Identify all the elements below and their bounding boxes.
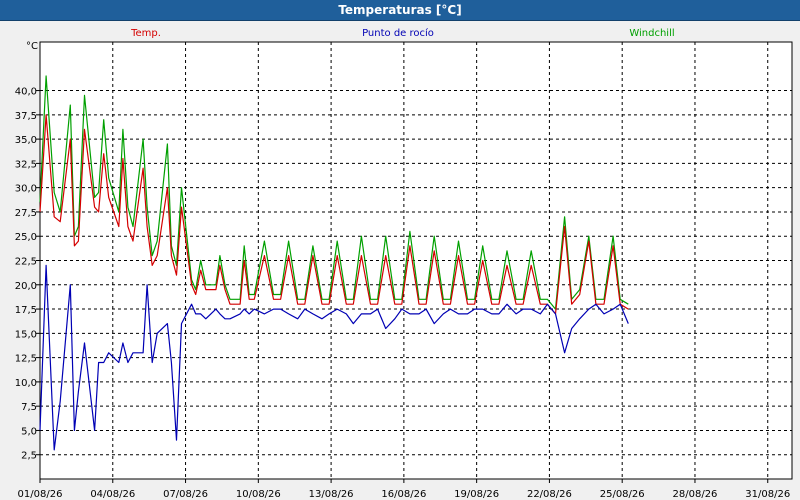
legend-entry: Punto de rocío bbox=[362, 27, 434, 39]
y-tick-label: 25,0 bbox=[15, 232, 37, 243]
x-tick-label: 31/08/26 bbox=[745, 489, 790, 500]
plot-area bbox=[39, 41, 793, 480]
series-line-temp- bbox=[39, 114, 629, 315]
series-line-punto-de-roc-o bbox=[39, 264, 629, 451]
y-tick-label: 20,0 bbox=[15, 281, 37, 292]
y-axis-unit-label: °C bbox=[26, 41, 38, 52]
x-tick-label: 16/08/26 bbox=[381, 489, 426, 500]
legend: Temp. Punto de rocío Windchill bbox=[130, 27, 675, 39]
y-tick-label: 7,5 bbox=[21, 402, 37, 413]
legend-entry: Windchill bbox=[629, 28, 674, 39]
x-tick-label: 01/08/26 bbox=[18, 489, 63, 500]
x-tick-label: 19/08/26 bbox=[454, 489, 499, 500]
y-tick-label: 12,5 bbox=[15, 354, 37, 365]
y-tick-label: 35,0 bbox=[15, 135, 37, 146]
x-tick-label: 04/08/26 bbox=[90, 489, 135, 500]
y-tick-label: 40,0 bbox=[15, 87, 37, 98]
y-tick-label: 32,5 bbox=[15, 159, 37, 170]
y-tick-label: 17,5 bbox=[15, 305, 37, 316]
y-tick-label: 37,5 bbox=[15, 111, 37, 122]
x-tick-label: 07/08/26 bbox=[163, 489, 208, 500]
y-tick-label: 15,0 bbox=[15, 329, 37, 340]
x-tick-label: 22/08/26 bbox=[527, 489, 572, 500]
window-title: Temperaturas [°C] bbox=[338, 3, 462, 17]
y-tick-label: 30,0 bbox=[15, 184, 37, 195]
grid bbox=[40, 42, 792, 479]
series-line-windchill bbox=[39, 75, 629, 310]
x-tick-label: 13/08/26 bbox=[309, 489, 354, 500]
y-tick-label: 2,5 bbox=[21, 451, 37, 462]
axes: 2,5 5,0 7,5 10,0 12,5 15,0 17,5 20,0 22,5 25,0 27,… bbox=[15, 87, 790, 500]
series-lines bbox=[39, 75, 629, 451]
y-tick-label: 5,0 bbox=[21, 426, 37, 437]
x-tick-label: 10/08/26 bbox=[236, 489, 281, 500]
window-titlebar: Temperaturas [°C] bbox=[0, 0, 800, 21]
y-tick-label: 10,0 bbox=[15, 378, 37, 389]
legend-entry: Temp. bbox=[130, 28, 161, 39]
x-tick-label: 28/08/26 bbox=[673, 489, 718, 500]
temperature-chart: 2,5 5,0 7,5 10,0 12,5 15,0 17,5 20,0 22,5 25,0 27,… bbox=[0, 21, 800, 500]
y-tick-label: 22,5 bbox=[15, 257, 37, 268]
y-tick-label: 27,5 bbox=[15, 208, 37, 219]
x-tick-label: 25/08/26 bbox=[600, 489, 645, 500]
